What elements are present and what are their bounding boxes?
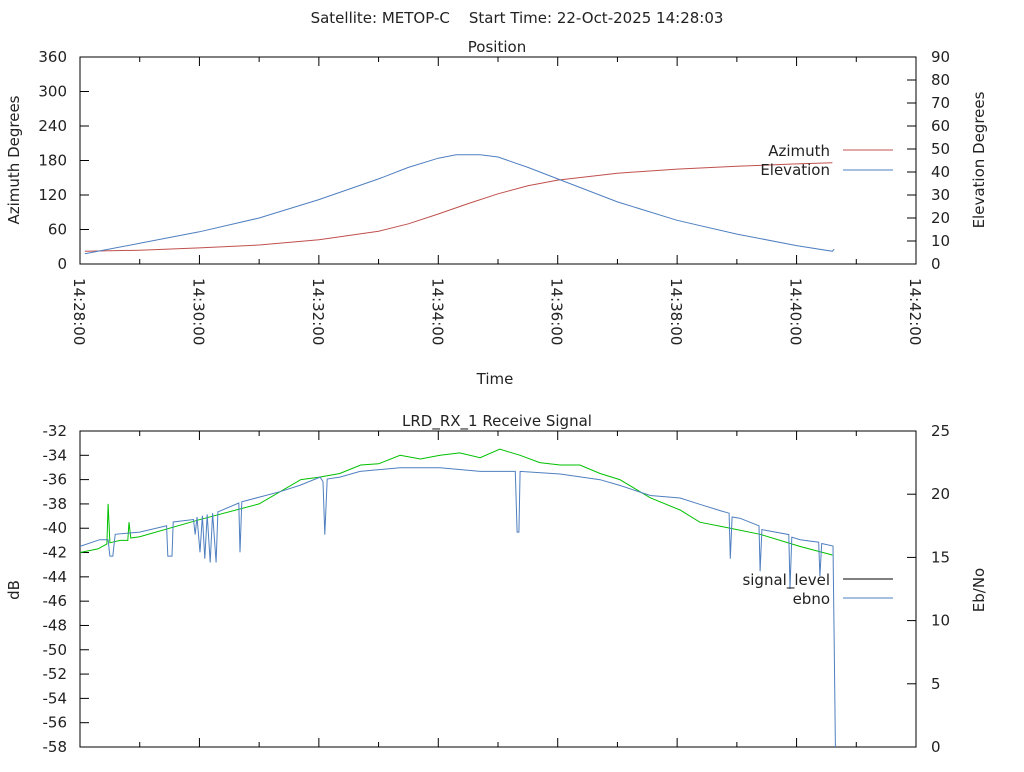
legend-label-elevation: Elevation	[760, 161, 830, 179]
signal-series-ebno	[79, 467, 836, 748]
position-series-elevation	[84, 154, 835, 255]
position-y2-tick-label: 90	[931, 48, 950, 66]
position-plot: Position Azimuth Degrees Elevation Degre…	[5, 38, 988, 388]
position-x-tick-label: 14:38:00	[667, 278, 685, 345]
position-y-tick-label: 300	[38, 83, 67, 101]
signal-title: LRD_RX_1 Receive Signal	[402, 412, 592, 431]
signal-y2label: Eb/No	[970, 568, 988, 612]
position-y-tick-label: 60	[48, 221, 67, 239]
position-title: Position	[468, 38, 526, 56]
position-y2-tick-label: 40	[931, 163, 950, 181]
position-y2-tick-label: 80	[931, 71, 950, 89]
position-y2-tick-label: 30	[931, 186, 950, 204]
signal-y-tick-label: -38	[43, 495, 68, 513]
signal-plot-frame	[79, 430, 917, 748]
position-y2-tick-label: 70	[931, 94, 950, 112]
position-y-tick-label: 180	[38, 152, 67, 170]
legend-label-azimuth: Azimuth	[768, 142, 830, 160]
position-x-tick-label: 14:34:00	[428, 278, 446, 345]
signal-y2-tick-label: 25	[931, 422, 950, 440]
position-xlabel: Time	[476, 370, 514, 388]
position-x-tick-label: 14:36:00	[548, 278, 566, 345]
position-series-azimuth	[84, 162, 833, 252]
signal-series-signal-level	[79, 448, 833, 556]
signal-y-tick-label: -34	[43, 446, 68, 464]
signal-y2-tick-label: 0	[931, 738, 941, 756]
position-y2-tick-label: 20	[931, 209, 950, 227]
signal-y-tick-label: -58	[43, 738, 68, 756]
position-x-tick-label: 14:28:00	[70, 278, 88, 345]
signal-ylabel: dB	[5, 580, 23, 600]
position-y-tick-label: 0	[57, 255, 67, 273]
signal-legend: signal_level ebno	[742, 571, 893, 608]
signal-y-tick-label: -48	[43, 616, 68, 634]
signal-y-tick-label: -36	[43, 471, 68, 489]
signal-y-tick-label: -50	[43, 641, 68, 659]
position-x-tick-label: 14:40:00	[787, 278, 805, 345]
signal-y-tick-label: -46	[43, 592, 68, 610]
position-y2-tick-label: 0	[931, 255, 941, 273]
chart-header-title: Satellite: METOP-C Start Time: 22-Oct-20…	[311, 9, 724, 27]
signal-y-tick-label: -54	[43, 689, 68, 707]
position-legend: Azimuth Elevation	[760, 142, 893, 179]
position-y-tick-label: 120	[38, 186, 67, 204]
signal-y-tick-label: -52	[43, 665, 68, 683]
signal-plot: LRD_RX_1 Receive Signal dB Eb/No -58 -56 -…	[5, 412, 988, 756]
signal-y-tick-label: -32	[43, 422, 68, 440]
position-y2label: Elevation Degrees	[970, 91, 988, 228]
signal-y2-tick-label: 10	[931, 612, 950, 630]
signal-y-tick-label: -56	[43, 714, 68, 732]
position-y2-tick-label: 10	[931, 232, 950, 250]
signal-y2-tick-label: 15	[931, 548, 950, 566]
position-y2-tick-label: 50	[931, 140, 950, 158]
position-x-tick-label: 14:42:00	[906, 278, 924, 345]
position-x-tick-label: 14:32:00	[309, 278, 327, 345]
position-y-tick-label: 240	[38, 117, 67, 135]
signal-y2-tick-label: 5	[931, 675, 941, 693]
position-y2-tick-label: 60	[931, 117, 950, 135]
signal-y-tick-label: -44	[43, 568, 68, 586]
legend-label-ebno: ebno	[793, 590, 830, 608]
legend-label-signal-level: signal_level	[742, 571, 830, 590]
signal-y-tick-label: -40	[43, 519, 68, 537]
position-ylabel: Azimuth Degrees	[5, 95, 23, 224]
signal-y-tick-label: -42	[43, 544, 68, 562]
position-y-tick-label: 360	[38, 48, 67, 66]
position-x-tick-label: 14:30:00	[189, 278, 207, 345]
signal-y2-tick-label: 20	[931, 485, 950, 503]
